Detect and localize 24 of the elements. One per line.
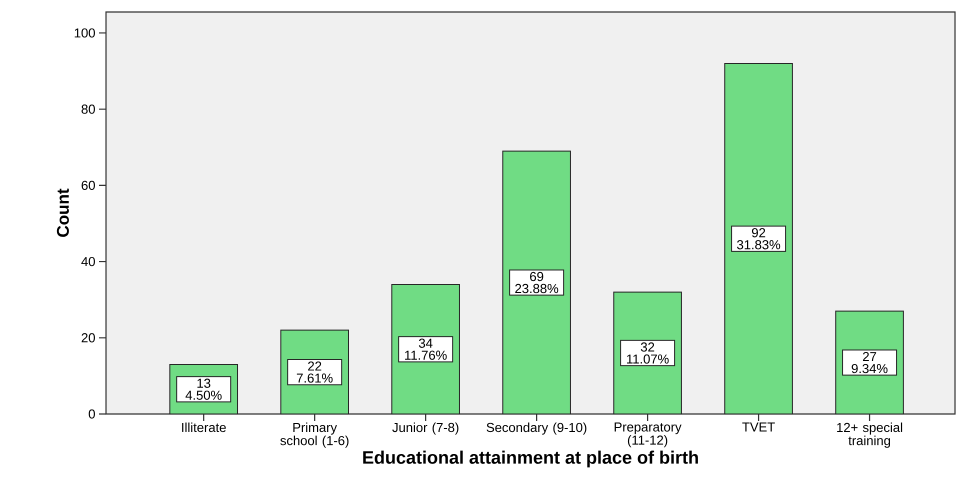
y-axis-title: Count [56,188,69,237]
x-axis-title: Educational attainment at place of birth [363,450,698,468]
bar [724,62,793,414]
data-label: 34 11.76% [405,338,447,360]
x-tick-label: 12+ special training [837,422,902,448]
y-tick-label: 20 [82,333,95,342]
y-tick-label: 60 [82,180,95,190]
bar [502,150,571,414]
x-tick-label: Illiterate [182,422,226,432]
data-label: 32 11.07% [627,342,669,364]
data-label: 13 4.50% [186,378,222,400]
data-label: 69 23.88% [515,272,558,294]
y-tick-label: 80 [82,104,95,114]
data-label: 27 9.34% [852,352,888,374]
y-tick-label: 40 [81,256,95,266]
data-label: 22 7.61% [296,361,333,383]
y-tick-label: 100 [74,28,95,38]
x-tick-label: Secondary (9-10) [486,422,586,435]
x-tick-label: Primary school (1-6) [280,422,349,448]
data-label: 92 31.83% [737,228,780,250]
x-tick-label: TVET [742,422,775,432]
x-tick-label: Junior (7-8) [392,422,458,435]
y-tick-label: 0 [88,409,95,419]
x-tick-label: Preparatory (11-12) [614,422,682,448]
